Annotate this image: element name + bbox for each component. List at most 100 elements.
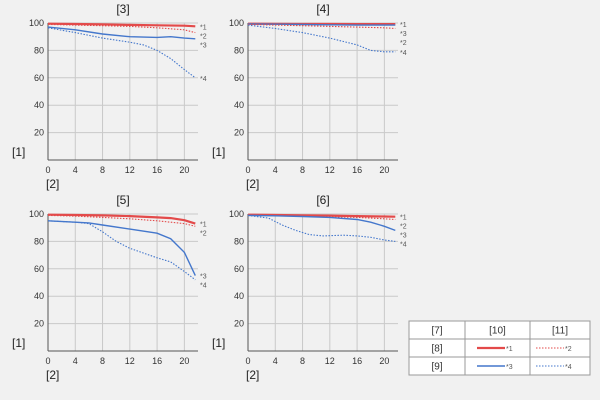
- y-tick-label: 100: [229, 18, 244, 28]
- series-line-4: [47, 220, 196, 281]
- series-end-label: *1: [200, 24, 207, 31]
- x-tick-label: 12: [125, 356, 135, 366]
- legend-series-label: *3: [506, 364, 513, 371]
- series-end-label: *3: [400, 31, 407, 38]
- series-line-4: [47, 27, 196, 79]
- y-tick-label: 20: [234, 128, 244, 138]
- x-tick-label: 8: [300, 356, 305, 366]
- y-axis-label: [1]: [212, 336, 225, 350]
- series-end-label: *4: [400, 242, 407, 249]
- y-tick-label: 80: [234, 236, 244, 246]
- chart-title: [4]: [316, 2, 329, 16]
- series-line-4: [247, 214, 396, 242]
- series-line-2: [247, 23, 396, 30]
- series-end-label: *3: [400, 233, 407, 240]
- x-tick-label: 0: [245, 356, 250, 366]
- x-tick-label: 0: [245, 165, 250, 175]
- y-tick-label: 40: [234, 291, 244, 301]
- series-end-label: *2: [400, 40, 407, 47]
- y-tick-label: 60: [234, 73, 244, 83]
- series-end-label: *1: [200, 222, 207, 229]
- x-axis-label: [2]: [246, 368, 259, 382]
- chart-panel-2: 0 4 8 12 16 20 20 40 60 80 100 [4] [1] [2] *1 *3 *2 *4: [212, 2, 407, 191]
- y-tick-label: 100: [29, 209, 44, 219]
- chart-title: [3]: [116, 2, 129, 16]
- series-line-3: [247, 23, 396, 26]
- chart-title: [5]: [116, 193, 129, 207]
- x-tick-label: 20: [179, 356, 189, 366]
- legend-series-label: *2: [565, 346, 572, 353]
- chart-panel-1: 0 4 8 12 16 20 20 40 60 80 100 [3] [1] [2] *1 *2 *3 *4: [12, 2, 207, 191]
- series-line-1: [47, 22, 196, 28]
- x-tick-label: 12: [325, 356, 335, 366]
- x-tick-label: 4: [273, 165, 278, 175]
- x-tick-label: 16: [352, 356, 362, 366]
- x-tick-label: 4: [73, 356, 78, 366]
- legend-header-cell: [11]: [552, 326, 568, 337]
- chart-panel-4: 0 4 8 12 16 20 20 40 60 80 100 [6] [1] [2] *1 *2 *3 *4: [212, 193, 407, 382]
- legend-row-label: [9]: [431, 362, 442, 373]
- x-tick-label: 16: [152, 165, 162, 175]
- x-tick-label: 0: [45, 356, 50, 366]
- y-tick-label: 100: [29, 18, 44, 28]
- x-axis-label: [2]: [46, 177, 59, 191]
- series-end-label: *2: [400, 224, 407, 231]
- series-line-1: [47, 213, 196, 225]
- series-end-label: *3: [200, 42, 207, 49]
- chart-title: [6]: [316, 193, 329, 207]
- y-tick-label: 80: [34, 236, 44, 246]
- x-tick-label: 12: [125, 165, 135, 175]
- series-line-3: [47, 26, 196, 40]
- x-tick-label: 20: [379, 165, 389, 175]
- legend-header-cell: [7]: [431, 326, 442, 337]
- series-end-label: *4: [400, 50, 407, 57]
- x-tick-label: 8: [100, 356, 105, 366]
- x-axis-label: [2]: [246, 177, 259, 191]
- y-tick-label: 20: [34, 319, 44, 329]
- series-line-4: [247, 24, 396, 53]
- series-end-label: *4: [200, 76, 207, 83]
- y-axis-label: [1]: [12, 336, 25, 350]
- y-tick-label: 100: [229, 209, 244, 219]
- series-end-label: *1: [400, 215, 407, 222]
- x-tick-label: 0: [45, 165, 50, 175]
- series-line-3: [47, 220, 196, 276]
- x-tick-label: 4: [73, 165, 78, 175]
- series-line-2: [47, 23, 196, 34]
- x-tick-label: 8: [100, 165, 105, 175]
- legend-header-cell: [10]: [489, 326, 506, 337]
- x-tick-label: 20: [379, 356, 389, 366]
- y-tick-label: 20: [34, 128, 44, 138]
- series-end-label: *2: [200, 33, 207, 40]
- y-tick-label: 40: [234, 100, 244, 110]
- x-tick-label: 20: [179, 165, 189, 175]
- y-tick-label: 80: [234, 45, 244, 55]
- legend-series-label: *4: [565, 364, 572, 371]
- series-end-label: *1: [400, 22, 407, 29]
- series-end-label: *2: [200, 231, 207, 238]
- legend-row-label: [8]: [431, 344, 442, 355]
- y-tick-label: 40: [34, 291, 44, 301]
- series-end-label: *3: [200, 274, 207, 281]
- x-axis-label: [2]: [46, 368, 59, 382]
- x-tick-label: 8: [300, 165, 305, 175]
- y-tick-label: 60: [34, 264, 44, 274]
- y-axis-label: [1]: [12, 145, 25, 159]
- chart-panel-3: 0 4 8 12 16 20 20 40 60 80 100 [5] [1] [2] *1 *2 *3 *4: [12, 193, 207, 382]
- x-tick-label: 16: [352, 165, 362, 175]
- series-end-label: *4: [200, 283, 207, 290]
- legend-table: [7] [10] [11] [8] *1 *2 [9] *3 *4: [408, 320, 591, 376]
- y-tick-label: 80: [34, 45, 44, 55]
- y-tick-label: 60: [234, 264, 244, 274]
- y-tick-label: 20: [234, 319, 244, 329]
- y-axis-label: [1]: [212, 145, 225, 159]
- y-tick-label: 60: [34, 73, 44, 83]
- x-tick-label: 16: [152, 356, 162, 366]
- y-tick-label: 40: [34, 100, 44, 110]
- legend-series-label: *1: [506, 346, 513, 353]
- x-tick-label: 4: [273, 356, 278, 366]
- x-tick-label: 12: [325, 165, 335, 175]
- series-line-3: [247, 214, 396, 232]
